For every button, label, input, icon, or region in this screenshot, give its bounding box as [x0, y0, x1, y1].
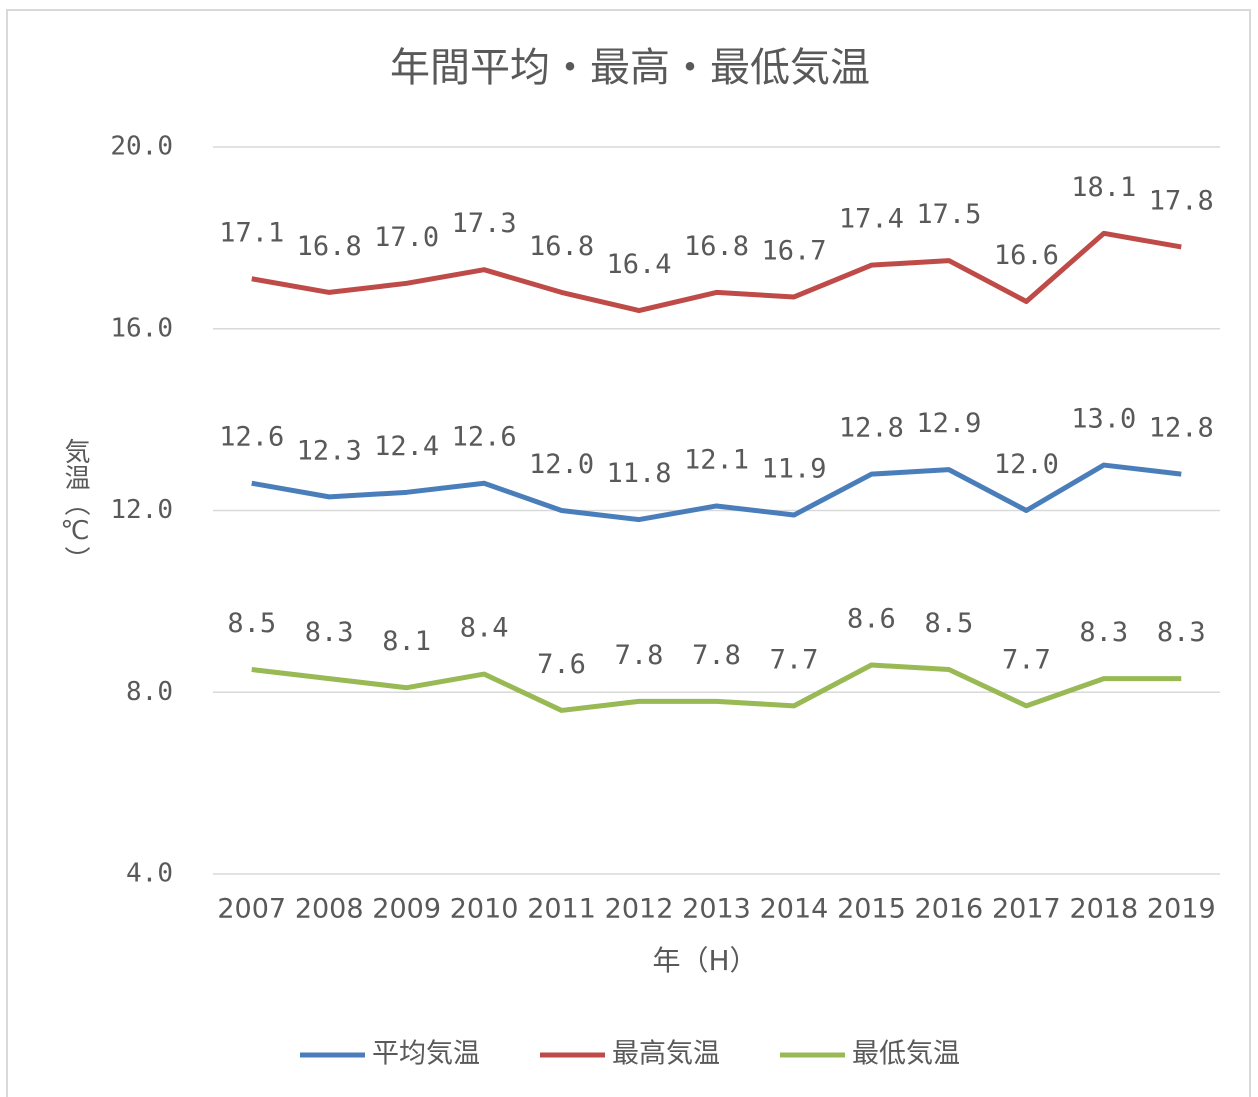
legend-label: 最高気温 — [612, 1039, 720, 1070]
chart-frame — [6, 9, 1251, 1097]
data-label: 12.1 — [684, 444, 749, 475]
data-label: 8.5 — [227, 608, 276, 639]
legend-label: 平均気温 — [372, 1039, 480, 1070]
data-label: 12.6 — [452, 422, 517, 453]
y-tick-label: 16.0 — [110, 313, 173, 343]
data-label: 12.3 — [297, 435, 362, 466]
x-axis-label: 年（H） — [652, 944, 757, 977]
data-label: 11.8 — [607, 458, 672, 489]
chart-title: 年間平均・最高・最低気温 — [390, 45, 870, 91]
data-label: 16.8 — [529, 231, 594, 262]
x-tick-label: 2010 — [450, 894, 519, 925]
line-series — [251, 462, 1182, 523]
data-label: 8.4 — [460, 613, 509, 644]
x-tick-label: 2007 — [217, 894, 286, 925]
data-label: 16.6 — [994, 240, 1059, 271]
x-tick-label: 2008 — [295, 894, 364, 925]
line-series — [251, 230, 1182, 314]
data-label: 13.0 — [1071, 404, 1136, 435]
data-label: 17.1 — [219, 217, 284, 248]
data-label: 16.7 — [761, 235, 826, 266]
data-label: 18.1 — [1071, 172, 1136, 203]
data-label: 8.6 — [847, 603, 896, 634]
data-label: 17.4 — [839, 204, 904, 235]
line-series — [251, 662, 1182, 713]
x-tick-label: 2013 — [682, 894, 751, 925]
y-tick-label: 20.0 — [110, 132, 173, 162]
data-label: 12.8 — [1149, 413, 1214, 444]
x-tick-label: 2014 — [760, 894, 829, 925]
data-label: 16.8 — [684, 231, 749, 262]
data-label: 7.8 — [692, 640, 741, 671]
data-label: 7.7 — [1002, 644, 1051, 675]
data-label: 8.1 — [382, 626, 431, 657]
data-label: 8.3 — [1079, 617, 1128, 648]
data-label: 8.3 — [1157, 617, 1206, 648]
data-label: 7.6 — [537, 649, 586, 680]
data-label: 17.0 — [374, 222, 439, 253]
y-axis-label: 気温（℃） — [60, 438, 90, 572]
data-label: 17.8 — [1149, 185, 1214, 216]
data-label: 12.0 — [994, 449, 1059, 480]
data-label: 12.8 — [839, 413, 904, 444]
data-label: 7.7 — [770, 644, 819, 675]
x-tick-label: 2009 — [372, 894, 441, 925]
data-label: 17.3 — [452, 208, 517, 239]
data-label: 16.4 — [607, 249, 672, 280]
data-label: 17.5 — [916, 199, 981, 230]
x-tick-label: 2011 — [527, 894, 596, 925]
x-tick-label: 2016 — [915, 894, 984, 925]
legend-label: 最低気温 — [852, 1039, 960, 1070]
x-tick-label: 2012 — [605, 894, 674, 925]
data-label: 8.5 — [924, 608, 973, 639]
x-tick-label: 2019 — [1147, 894, 1216, 925]
x-tick-label: 2015 — [837, 894, 906, 925]
data-label: 8.3 — [305, 617, 354, 648]
data-label: 12.6 — [219, 422, 284, 453]
x-tick-label: 2017 — [992, 894, 1061, 925]
x-tick-label: 2018 — [1069, 894, 1138, 925]
y-tick-label: 12.0 — [110, 495, 173, 525]
y-tick-label: 4.0 — [126, 859, 173, 889]
data-label: 12.9 — [916, 408, 981, 439]
data-label: 16.8 — [297, 231, 362, 262]
data-label: 7.8 — [615, 640, 664, 671]
data-label: 12.4 — [374, 431, 439, 462]
data-label: 11.9 — [761, 454, 826, 485]
y-tick-label: 8.0 — [126, 677, 173, 707]
data-label: 12.0 — [529, 449, 594, 480]
